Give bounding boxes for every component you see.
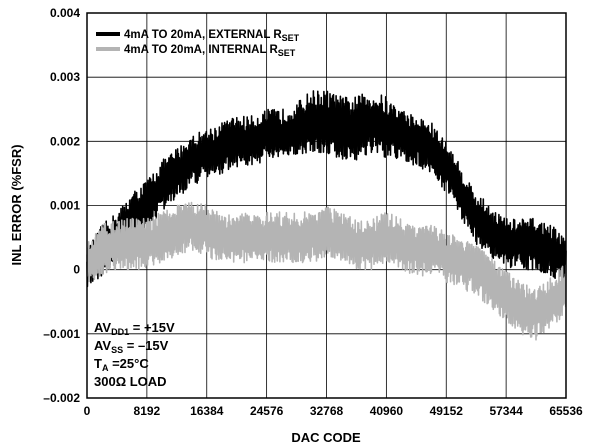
y-tick-label: 0.004 [50,6,80,20]
x-axis-title: DAC CODE [291,430,361,445]
legend: 4mA TO 20mA, EXTERNAL RSET 4mA TO 20mA, … [96,29,300,58]
x-tick-label: 0 [84,404,91,418]
x-tick-label: 16384 [190,404,224,418]
x-tick-label: 57344 [489,404,523,418]
annotation-avdd: AVDD1 = +15V [94,320,175,337]
y-tick-label: 0.001 [50,199,80,213]
x-tick-label: 49152 [430,404,464,418]
plot-frame [86,12,567,399]
y-axis-title: INL ERROR (%FSR) [9,144,24,265]
x-tick-label: 24576 [250,404,284,418]
y-tick-label: 0.002 [50,134,80,148]
annotation-load: 300Ω LOAD [94,374,167,389]
legend-label-external: 4mA TO 20mA, EXTERNAL RSET [124,29,300,43]
series-layer [86,90,567,341]
series-line-internal-rset [86,201,567,341]
x-tick-labels: 0 8192 16384 24576 32768 40960 49152 57344 65536 [84,404,583,418]
x-tick-label: 40960 [370,404,404,418]
x-tick-label: 8192 [134,404,161,418]
y-tick-label: –0.002 [43,391,80,405]
y-tick-label: –0.001 [43,327,80,341]
annotation-ta: TA =25°C [94,356,149,373]
series-line-external-rset [86,90,567,288]
annotation-avss: AVSS = –15V [94,338,169,355]
y-tick-label: 0 [73,263,80,277]
conditions-annotation: AVDD1 = +15V AVSS = –15V TA =25°C 300Ω L… [94,320,175,389]
x-tick-label: 32768 [310,404,344,418]
y-tick-labels: –0.002 –0.001 0 0.001 0.002 0.003 0.004 [43,6,80,405]
x-tick-label: 65536 [549,404,583,418]
legend-label-internal: 4mA TO 20mA, INTERNAL RSET [124,44,296,58]
y-tick-label: 0.003 [50,70,80,84]
